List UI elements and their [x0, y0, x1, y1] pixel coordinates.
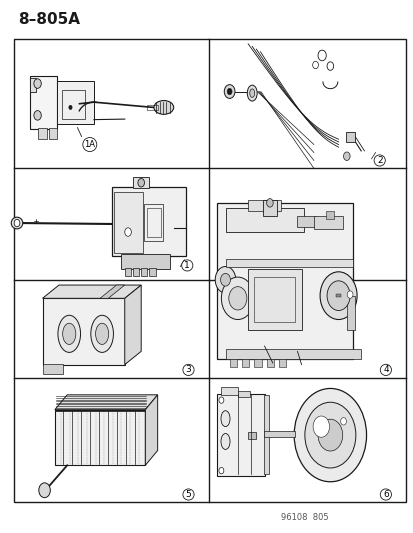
- Bar: [241, 359, 249, 367]
- Text: 6: 6: [382, 490, 388, 499]
- Ellipse shape: [247, 85, 256, 101]
- Bar: [133, 177, 149, 188]
- Circle shape: [14, 219, 20, 227]
- Bar: [120, 254, 170, 269]
- Bar: [225, 208, 303, 232]
- Bar: [263, 431, 294, 437]
- Bar: [43, 298, 124, 365]
- Ellipse shape: [221, 433, 230, 449]
- Bar: [141, 268, 147, 276]
- Bar: [57, 81, 94, 124]
- Bar: [114, 192, 143, 253]
- Circle shape: [218, 467, 223, 474]
- Polygon shape: [145, 395, 157, 465]
- Polygon shape: [124, 285, 141, 365]
- Ellipse shape: [58, 316, 81, 352]
- Circle shape: [304, 402, 355, 468]
- Bar: [229, 359, 237, 367]
- Bar: [346, 296, 354, 330]
- Circle shape: [218, 397, 223, 403]
- Bar: [297, 216, 315, 227]
- Circle shape: [326, 62, 333, 70]
- Text: 2: 2: [376, 156, 382, 165]
- Bar: [325, 212, 333, 219]
- Bar: [217, 203, 352, 359]
- Text: 4: 4: [382, 366, 388, 374]
- Ellipse shape: [221, 411, 230, 426]
- Circle shape: [317, 50, 325, 61]
- Text: 96108  805: 96108 805: [280, 513, 328, 522]
- Polygon shape: [100, 285, 124, 298]
- Bar: [247, 200, 280, 211]
- Circle shape: [69, 106, 72, 110]
- Bar: [225, 349, 360, 359]
- Circle shape: [319, 272, 356, 319]
- Bar: [247, 432, 256, 439]
- Circle shape: [227, 88, 232, 95]
- Circle shape: [34, 111, 41, 120]
- Circle shape: [326, 281, 349, 311]
- Bar: [124, 268, 131, 276]
- Circle shape: [347, 291, 352, 298]
- Text: 5: 5: [185, 490, 191, 499]
- Bar: [266, 359, 273, 367]
- Circle shape: [317, 419, 342, 451]
- Bar: [237, 391, 249, 398]
- Ellipse shape: [90, 316, 113, 352]
- Bar: [14, 38, 406, 503]
- Bar: [217, 394, 264, 476]
- Circle shape: [39, 483, 50, 498]
- Text: 3: 3: [185, 366, 191, 374]
- Bar: [225, 259, 352, 266]
- Polygon shape: [55, 395, 157, 410]
- Bar: [144, 204, 163, 241]
- Bar: [254, 277, 295, 322]
- Bar: [262, 200, 276, 216]
- Bar: [49, 127, 57, 139]
- Ellipse shape: [249, 89, 254, 98]
- Bar: [263, 395, 268, 474]
- Bar: [133, 268, 139, 276]
- Circle shape: [228, 287, 246, 310]
- Circle shape: [312, 61, 318, 69]
- Bar: [30, 76, 57, 128]
- Circle shape: [34, 79, 41, 88]
- Text: 1A: 1A: [84, 140, 95, 149]
- Bar: [345, 132, 354, 142]
- Bar: [254, 359, 261, 367]
- Bar: [313, 216, 342, 229]
- Ellipse shape: [95, 323, 109, 344]
- Circle shape: [312, 416, 329, 437]
- Bar: [335, 294, 341, 297]
- Bar: [147, 208, 160, 237]
- Bar: [38, 127, 47, 139]
- Bar: [221, 387, 237, 395]
- Circle shape: [124, 228, 131, 236]
- Text: 8–805A: 8–805A: [18, 12, 80, 27]
- Text: 1: 1: [184, 261, 190, 270]
- Circle shape: [266, 199, 273, 207]
- Circle shape: [340, 418, 346, 425]
- Circle shape: [294, 389, 366, 482]
- Circle shape: [138, 179, 144, 187]
- Bar: [43, 364, 63, 374]
- Bar: [112, 187, 186, 256]
- Circle shape: [224, 85, 235, 99]
- Bar: [278, 359, 286, 367]
- Ellipse shape: [62, 323, 76, 344]
- Ellipse shape: [154, 101, 173, 114]
- Bar: [30, 78, 36, 92]
- Circle shape: [215, 266, 235, 293]
- Bar: [247, 269, 301, 330]
- Circle shape: [220, 273, 230, 286]
- Circle shape: [221, 277, 254, 319]
- Bar: [55, 410, 145, 465]
- Bar: [147, 105, 157, 110]
- Polygon shape: [43, 285, 141, 298]
- Bar: [62, 90, 85, 119]
- Ellipse shape: [11, 217, 23, 229]
- Bar: [149, 268, 155, 276]
- Circle shape: [343, 152, 349, 160]
